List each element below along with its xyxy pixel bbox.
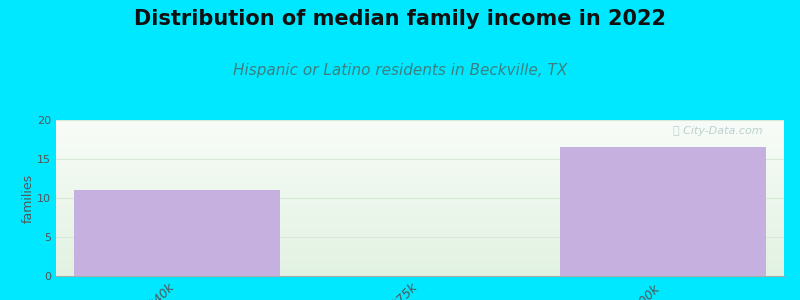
Bar bbox=[74, 190, 281, 276]
Text: ⓘ City-Data.com: ⓘ City-Data.com bbox=[673, 126, 762, 136]
Y-axis label: families: families bbox=[22, 173, 34, 223]
Bar bbox=[559, 147, 766, 276]
Text: Distribution of median family income in 2022: Distribution of median family income in … bbox=[134, 9, 666, 29]
Text: Hispanic or Latino residents in Beckville, TX: Hispanic or Latino residents in Beckvill… bbox=[233, 63, 567, 78]
